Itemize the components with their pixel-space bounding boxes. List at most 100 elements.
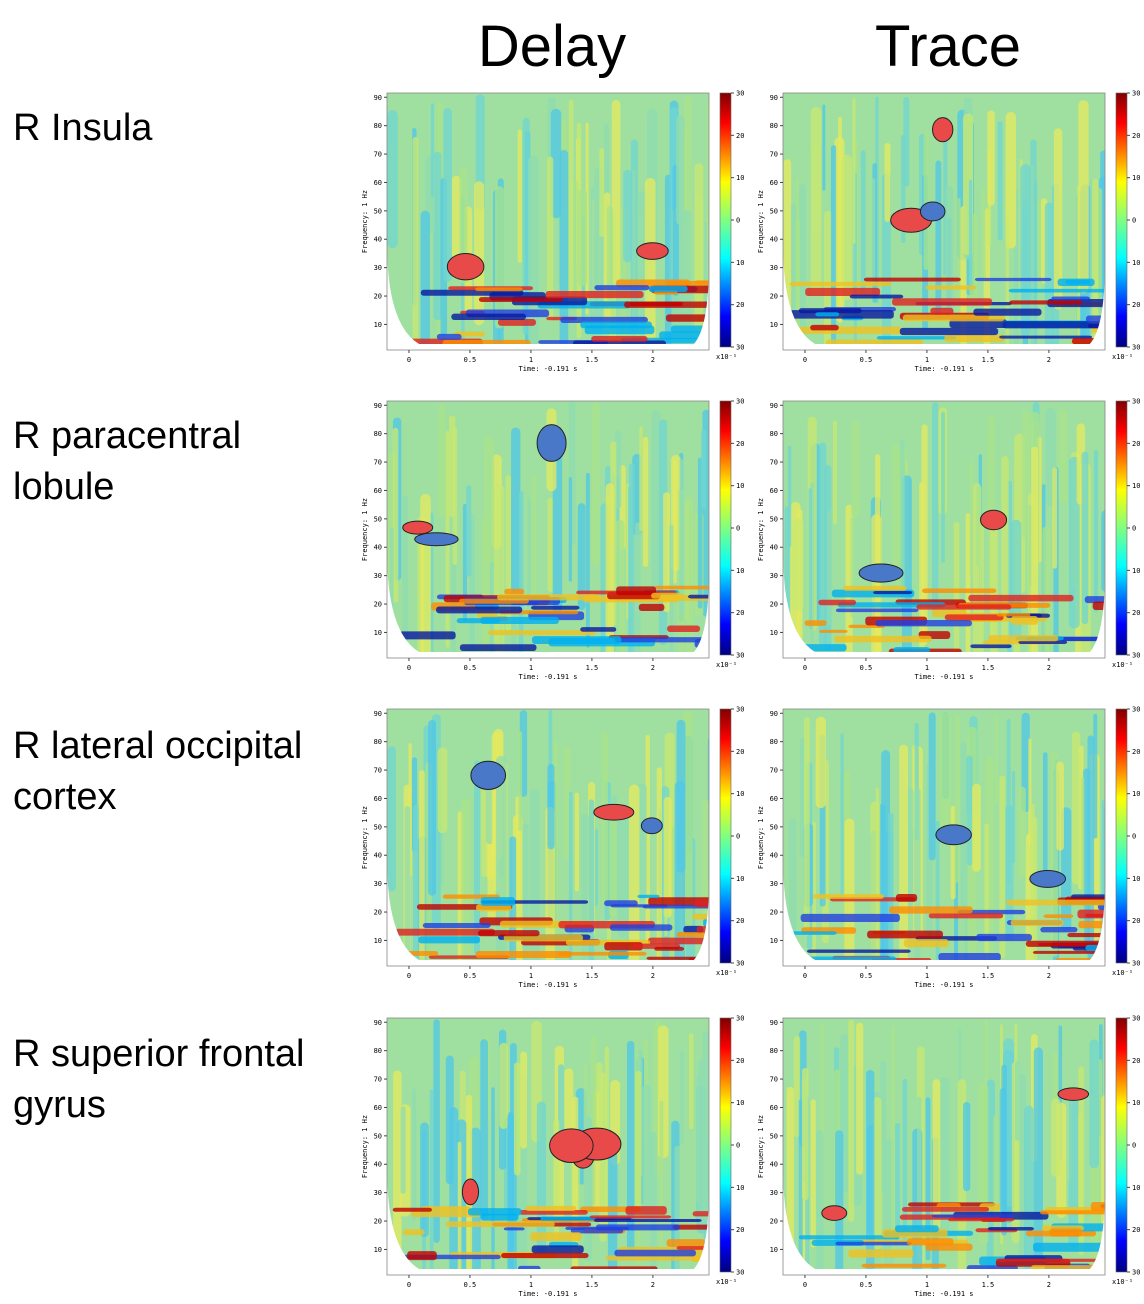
texture [891, 1025, 896, 1257]
texture [914, 788, 921, 966]
texture [642, 904, 709, 909]
colorbar-unit: x10⁻¹ [1112, 353, 1133, 361]
texture [692, 913, 709, 920]
texture [999, 775, 1006, 959]
colorbar [719, 400, 732, 656]
texture [901, 1206, 990, 1212]
x-tick-label: 1 [925, 664, 929, 672]
row-label: R Insula [13, 107, 153, 149]
texture [841, 154, 852, 301]
y-tick-label: 10 [374, 937, 382, 945]
colorbar-tick-label: 30 [736, 1269, 744, 1277]
cluster [593, 803, 635, 821]
colorbar-tick-label: 30 [736, 960, 744, 968]
colorbar-tick-label: 30 [1132, 960, 1140, 968]
heatmap [387, 709, 709, 966]
x-tick-label: 0.5 [860, 972, 873, 980]
texture [1018, 786, 1026, 878]
texture [451, 313, 526, 321]
texture [1077, 909, 1105, 919]
texture [589, 1215, 672, 1219]
x-tick-label: 1 [529, 1281, 533, 1289]
x-tick-label: 2 [651, 1281, 655, 1289]
colorbar-tick-label: 20 [736, 132, 744, 140]
texture [614, 430, 622, 509]
column-title: Delay [478, 14, 626, 79]
texture [609, 812, 617, 918]
texture [1005, 111, 1017, 249]
x-tick-label: 2 [651, 356, 655, 364]
texture [895, 893, 918, 902]
coi-mask [387, 960, 709, 966]
texture [574, 792, 579, 892]
colorbar-tick-label: 30 [736, 1015, 744, 1023]
y-tick-label: 80 [770, 430, 778, 438]
texture [590, 186, 600, 350]
x-tick-label: 2 [1047, 1281, 1051, 1289]
texture [949, 319, 1008, 329]
colorbar-tick-label: 20 [736, 301, 744, 309]
texture [996, 1258, 1100, 1262]
texture [833, 420, 837, 525]
x-tick-label: 2 [1047, 972, 1051, 980]
texture [987, 110, 995, 206]
coi-mask [783, 344, 1105, 350]
texture [935, 160, 942, 317]
texture [935, 820, 940, 966]
colorbar [1115, 92, 1128, 348]
texture [999, 1088, 1007, 1213]
heatmap-panel: 10 20 30 40 50 60 70 80 90 0 0.5 1 1.5 2 Time: -0.191 … [361, 706, 744, 990]
texture [392, 1207, 433, 1212]
texture [491, 1087, 495, 1273]
texture [577, 503, 586, 611]
x-tick-label: 1.5 [586, 1281, 599, 1289]
texture [903, 96, 910, 187]
texture [1081, 777, 1085, 966]
y-axis-label: Frequency: 1 Hz [361, 190, 369, 253]
coi-mask [684, 879, 709, 966]
texture [420, 1206, 471, 1210]
texture [557, 951, 647, 956]
texture [804, 620, 827, 626]
texture [848, 1249, 914, 1258]
texture [599, 148, 605, 237]
texture [503, 934, 584, 942]
texture [475, 94, 485, 210]
plot-frame [386, 708, 710, 967]
texture [402, 1229, 425, 1236]
texture [590, 1035, 597, 1130]
texture [889, 906, 973, 914]
texture [428, 720, 437, 896]
texture [1056, 761, 1064, 851]
texture [1078, 1112, 1084, 1226]
x-tick-label: 0.5 [464, 1281, 477, 1289]
texture [861, 1263, 947, 1268]
texture [902, 314, 1005, 322]
texture [1093, 713, 1098, 839]
texture [1078, 920, 1105, 929]
colorbar-tick-label: 10 [736, 174, 744, 182]
colorbar-unit: x10⁻¹ [1112, 1278, 1133, 1286]
texture [547, 763, 555, 850]
texture [786, 1086, 794, 1246]
texture [651, 592, 683, 599]
cluster [446, 253, 485, 281]
texture [973, 308, 1042, 316]
plot-frame [782, 400, 1106, 659]
colorbar-tick-label: 20 [736, 1057, 744, 1065]
texture [422, 923, 491, 928]
plot-frame [386, 400, 710, 659]
texture [570, 1227, 624, 1234]
texture [667, 625, 701, 632]
texture [519, 1210, 588, 1215]
y-tick-label: 40 [374, 544, 382, 552]
texture [873, 590, 913, 595]
texture [522, 117, 530, 336]
texture [928, 913, 1004, 919]
texture [1024, 1105, 1034, 1272]
colorbar-tick-label: 0 [736, 833, 740, 841]
cluster [402, 520, 434, 535]
colorbar-tick-label: 10 [1132, 174, 1140, 182]
texture [939, 1076, 950, 1248]
cluster [636, 242, 669, 260]
